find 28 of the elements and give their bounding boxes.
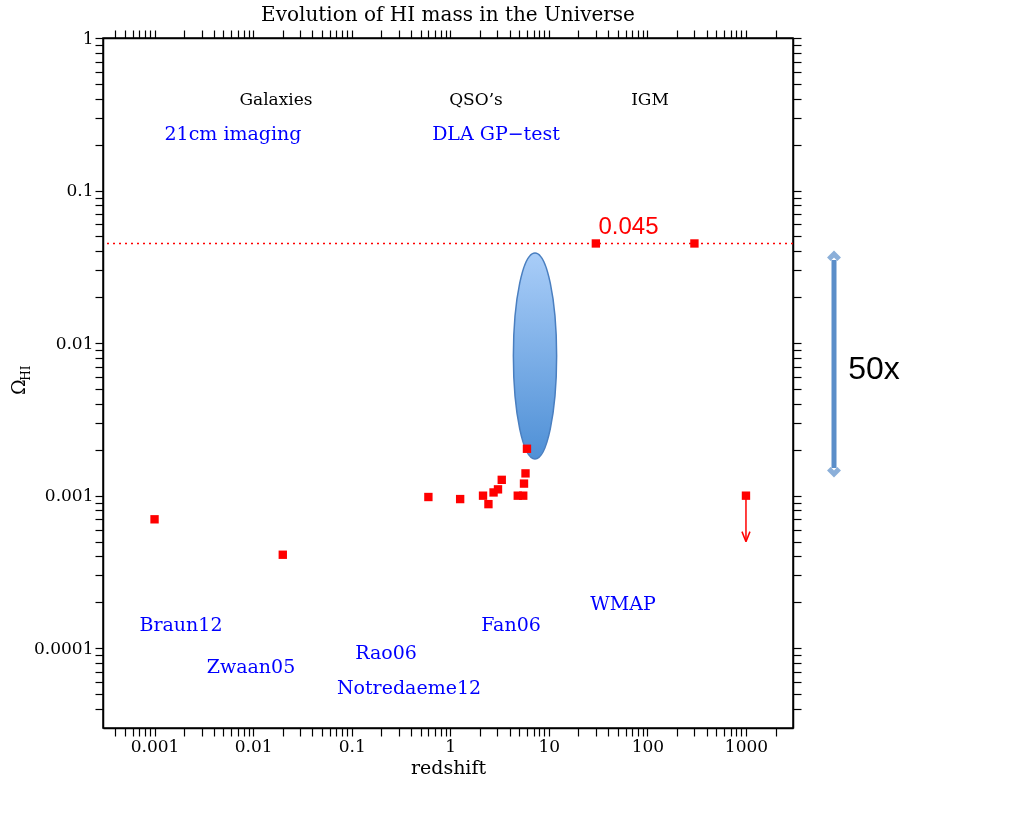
x-tick-label: 0.01 xyxy=(234,735,273,756)
text: 50x xyxy=(848,350,900,386)
x-tick-label: 100 xyxy=(631,735,665,756)
annotation: DLA GP−test xyxy=(432,122,561,144)
chart-title: Evolution of HI mass in the Universe xyxy=(261,2,635,26)
annotation: QSO’s xyxy=(449,89,503,109)
y-axis-title: ΩHI xyxy=(7,365,33,395)
annotation: IGM xyxy=(631,89,669,109)
y-tick-label: 0.001 xyxy=(44,485,94,506)
y-tick-label: 0.0001 xyxy=(34,637,94,658)
annotation: Galaxies xyxy=(239,89,313,109)
x-tick-label: 0.1 xyxy=(338,735,366,756)
annotation: Fan06 xyxy=(481,613,541,635)
annotation: 21cm imaging xyxy=(164,122,302,144)
x-tick-label: 1000 xyxy=(724,735,769,756)
annotation: WMAP xyxy=(590,592,656,614)
annotation: Notredaeme12 xyxy=(336,676,482,698)
annotation: Zwaan05 xyxy=(206,655,296,677)
x-tick-label: 0.001 xyxy=(130,735,180,756)
x-tick-label: 1 xyxy=(445,735,457,756)
annotation: Rao06 xyxy=(355,641,417,663)
x-axis-title: redshift xyxy=(410,755,487,778)
ref-line-label: 0.045 xyxy=(598,212,659,240)
x-tick-label: 10 xyxy=(538,735,561,756)
annotation: Braun12 xyxy=(139,613,223,635)
y-tick-label: 1 xyxy=(82,27,94,48)
y-tick-label: 0.1 xyxy=(66,180,94,201)
y-tick-label: 0.01 xyxy=(55,332,94,353)
